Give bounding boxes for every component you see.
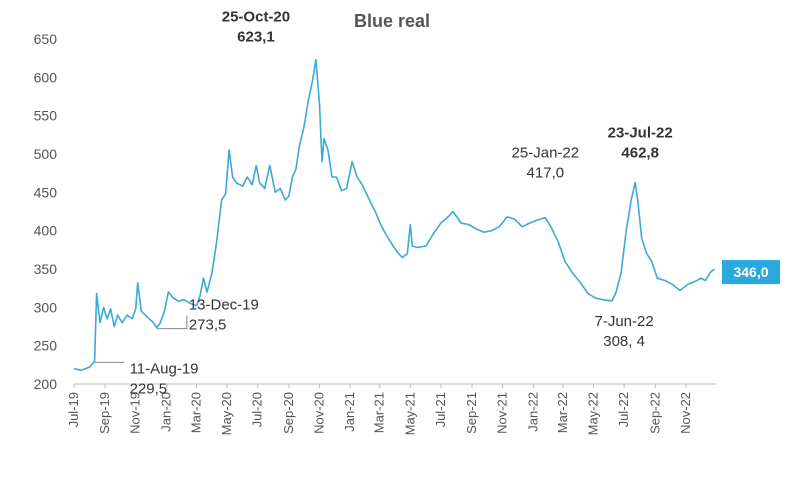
annotation-value: 273,5 [189, 317, 227, 334]
x-tick-label: Mar-22 [555, 392, 570, 433]
x-tick-label: Jan-21 [342, 392, 357, 432]
series-line [73, 58, 715, 371]
x-tick-label: Nov-22 [678, 392, 693, 434]
x-tick-label: Mar-21 [372, 392, 387, 433]
x-axis: Jul-19 Sep-19 Nov-19 Jan-20 Mar-20 May-20 Jul-… [66, 383, 716, 435]
last-value-badge: 346,0 [722, 260, 780, 285]
x-tick-label: Sep-20 [281, 392, 296, 434]
annotation-date: 23-Jul-22 [608, 125, 673, 142]
last-value-badge-bg [722, 260, 780, 285]
x-tick-label: Mar-20 [188, 392, 203, 433]
annotation-date: 25-Oct-20 [222, 9, 290, 26]
x-tick-label: Jul-19 [66, 392, 81, 427]
y-axis: 200 250 300 350 400 450 500 550 600 650 [34, 31, 58, 392]
chart-title: Blue real [354, 11, 430, 31]
y-tick-label: 300 [34, 299, 58, 315]
y-tick-label: 600 [34, 69, 58, 85]
y-tick-label: 650 [34, 31, 58, 47]
x-tick-label: Nov-19 [128, 392, 143, 434]
x-tick-label: May-21 [402, 392, 417, 435]
annotation-value: 229,5 [130, 380, 168, 397]
annotation-value: 462,8 [621, 145, 659, 162]
x-tick-label: Jul-22 [616, 392, 631, 427]
y-tick-label: 350 [34, 261, 58, 277]
x-tick-label: Jan-22 [525, 392, 540, 432]
x-tick-label: May-20 [219, 392, 234, 435]
annotation-value: 417,0 [527, 165, 565, 182]
x-tick-label: Nov-20 [311, 392, 326, 434]
annotation-date: 7-Jun-22 [594, 313, 653, 330]
series-layer [73, 58, 715, 371]
annotation-date: 11-Aug-19 [130, 360, 199, 377]
y-tick-label: 200 [34, 376, 58, 392]
y-tick-label: 450 [34, 184, 58, 200]
x-tick-label: Sep-21 [464, 392, 479, 434]
x-tick-label: May-22 [586, 392, 601, 435]
y-tick-label: 550 [34, 108, 58, 124]
x-tick-label: Nov-21 [495, 392, 510, 434]
annotation-value: 308, 4 [603, 333, 645, 350]
annotation-date: 25-Jan-22 [512, 145, 580, 162]
y-tick-label: 400 [34, 223, 58, 239]
annotation-date: 13-Dec-19 [189, 297, 259, 314]
last-value-label: 346,0 [733, 264, 768, 280]
y-tick-label: 250 [34, 338, 58, 354]
annotation-value: 623,1 [237, 29, 275, 46]
x-tick-label: Sep-22 [647, 392, 662, 434]
x-tick-label: Jul-21 [433, 392, 448, 427]
x-tick-label: Jan-20 [158, 392, 173, 432]
y-tick-label: 500 [34, 146, 58, 162]
x-tick-label: Jul-20 [250, 392, 265, 427]
x-tick-label: Sep-19 [97, 392, 112, 434]
annotations: 11-Aug-19 229,5 13-Dec-19 273,5 25-Oct-20 623… [94, 9, 673, 397]
